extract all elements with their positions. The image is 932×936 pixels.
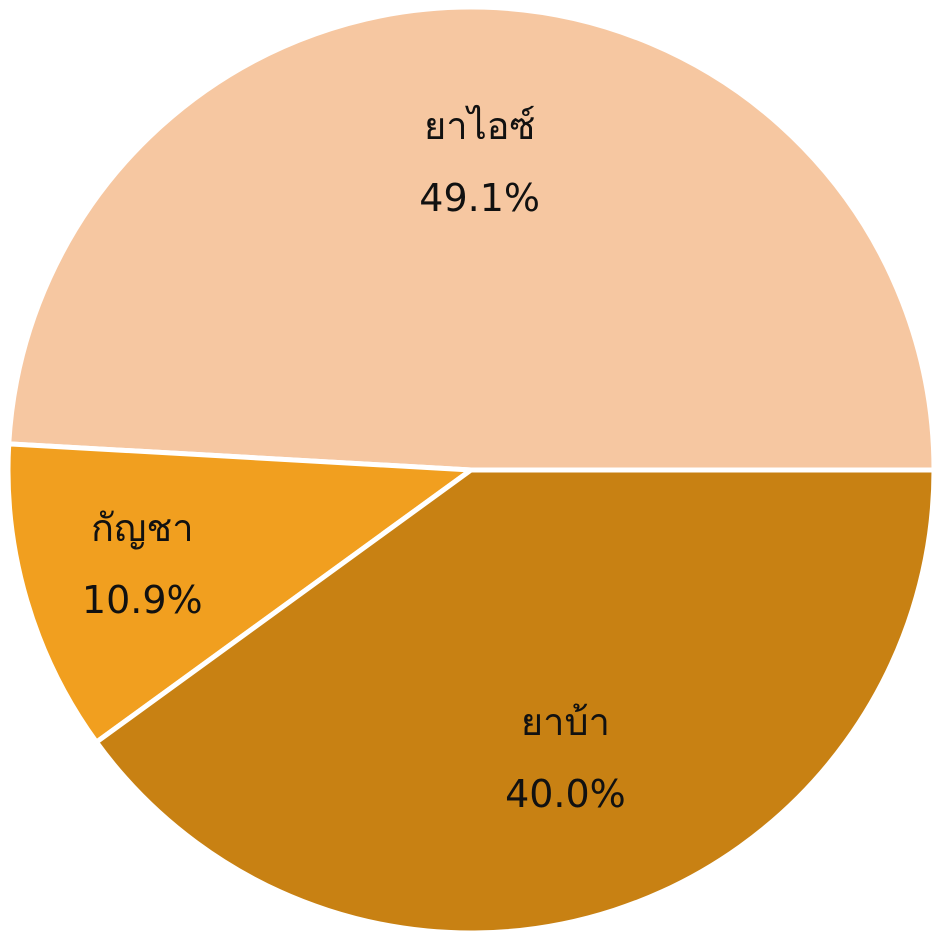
slice-value-label: 49.1%	[419, 176, 540, 220]
slice-value-label: 10.9%	[82, 578, 203, 622]
pie-slice	[6, 4, 932, 473]
pie-slice	[5, 441, 474, 745]
slice-category-label: ยาไอซ์	[424, 104, 535, 148]
slice-category-label: ยาบ้า	[521, 700, 610, 744]
slice-value-label: 40.0%	[505, 772, 626, 816]
slice-category-label: กัญชา	[91, 506, 194, 550]
pie-slice	[93, 467, 932, 936]
